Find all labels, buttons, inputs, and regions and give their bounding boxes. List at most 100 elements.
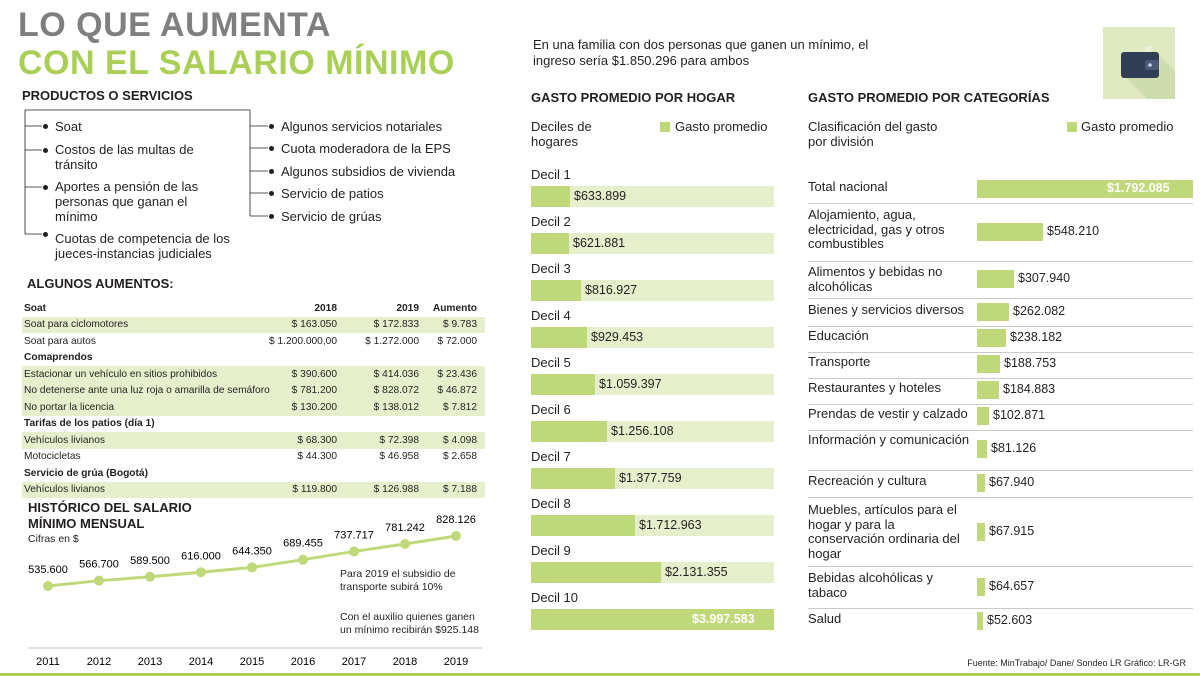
bullet-dot [269,146,274,151]
table-cell: $ 138.012 [373,401,419,413]
decil-label: Decil 1 [531,167,571,182]
categoria-bar [977,180,1193,198]
hogar-value-label: $633.899 [574,189,627,203]
row-divider [808,352,1193,353]
year-tick-label: 2018 [393,656,417,668]
row-divider [808,261,1193,262]
categoria-bar [977,407,989,425]
table-cell: $ 390.600 [291,368,337,380]
hogar-bar [531,327,587,348]
categoria-bar [977,270,1014,288]
salario-value-label: 781.242 [385,522,425,534]
legend-swatch [1067,122,1077,132]
salario-point [451,531,461,541]
categoria-label: Recreación y cultura [808,473,927,488]
hogar-value-label: $1.377.759 [619,471,682,485]
hogar-value-label: $1.256.108 [611,424,674,438]
categoria-bar [977,440,987,458]
table-cell: $ 2.658 [443,451,477,463]
bar-track [531,280,774,301]
table-row: Vehículos livianos $ 68.300 $ 72.398 $ 4.09… [22,432,485,449]
producto-right-1: Algunos servicios notariales [281,119,443,134]
salario-value-label: 589.500 [130,555,170,567]
table-cell: Vehículos livianos [24,484,105,496]
producto-right-3: Algunos subsidios de vivienda [281,164,456,179]
table-cell: No portar la licencia [24,401,115,413]
page-title-line2: CON EL SALARIO MÍNIMO [18,44,455,82]
historico-heading-2: MÍNIMO MENSUAL [28,516,145,531]
categoria-bar [977,303,1009,321]
hogar-bar [531,468,615,489]
table-row: Servicio de grúa (Bogotá) [22,465,485,482]
categoria-value-label: $1.792.085 [1107,181,1170,195]
table-cell: Soat para ciclomotores [24,319,129,331]
table-row: Vehículos livianos $ 119.800 $ 126.988 $ 7.… [22,481,485,498]
table-cell: $ 126.988 [373,484,419,496]
row-divider [808,404,1193,405]
categoria-value-label: $548.210 [1047,224,1100,238]
decil-label: Decil 6 [531,402,571,417]
hogar-value-label: $1.712.963 [639,518,702,532]
bullet-dot [269,124,274,129]
categoria-label: Prendas de vestir y calzado [808,406,968,421]
table-cell: $ 414.036 [373,368,419,380]
table-cell: Estacionar un vehículo en sitios prohibi… [24,368,218,380]
table-cell: $ 7.188 [443,484,477,496]
footer-source: Fuente: MinTrabajo/ Dane/ Sondeo LR Gráf… [967,658,1186,668]
producto-left-1: Soat [55,119,82,134]
bullet-dot [43,232,48,237]
decil-label: Decil 4 [531,308,571,323]
row-divider [808,203,1193,204]
salario-value-label: 737.717 [334,529,374,541]
producto-right-2: Cuota moderadora de la EPS [281,141,451,156]
categoria-bar [977,578,985,596]
salario-value-label: 689.455 [283,538,323,550]
categoria-bar [977,355,1000,373]
historico-note-1: Para 2019 el subsidio de transporte subi… [340,568,456,593]
decil-label: Decil 10 [531,590,578,605]
header-cell: Soat [24,302,47,314]
hogar-bar [531,186,570,207]
table-row: Motocicletas $ 44.300 $ 46.958 $ 2.658 [22,449,485,466]
decil-label: Decil 9 [531,543,571,558]
row-divider [808,497,1193,498]
salario-value-label: 644.350 [232,545,272,557]
year-tick-label: 2015 [240,656,264,668]
year-tick-label: 2011 [36,656,60,668]
categorias-subhead: Clasificación del gasto por división [808,119,938,149]
hogar-value-label: $929.453 [591,330,644,344]
salario-point [145,571,155,582]
salario-point [43,581,53,591]
historico-units: Cifras en $ [28,533,79,545]
wallet-icon [1103,27,1175,99]
table-cell: $ 1.200.000,00 [269,335,337,347]
header-cell: 2019 [396,302,419,314]
aumentos-heading: ALGUNOS AUMENTOS: [27,276,174,291]
header-cell: 2018 [314,302,337,314]
productos-heading: PRODUCTOS O SERVICIOS [22,88,193,103]
categoria-value-label: $64.657 [989,579,1035,593]
categoria-label: Educación [808,328,869,343]
hogar-value-label: $621.881 [573,236,626,250]
categoria-value-label: $67.915 [989,524,1035,538]
aumentos-table: Soat 2018 2019 Aumento Soat para ciclomo… [22,300,485,498]
categoria-bar [977,474,985,492]
hogar-subhead: Deciles de hogares [531,119,592,149]
categoria-bar [977,223,1043,241]
categoria-label: Transporte [808,354,871,369]
categoria-value-label: $307.940 [1018,271,1071,285]
categoria-value-label: $52.603 [987,613,1033,627]
table-row: Comaprendos [22,350,485,367]
categoria-label: Bebidas alcohólicas y tabaco [808,570,934,600]
salario-value-label: 566.700 [79,559,119,571]
salario-point [349,546,359,557]
bar-track [531,233,774,254]
categorias-legend-label: Gasto promedio [1081,119,1174,134]
hogar-value-label: $3.997.583 [692,612,755,626]
categoria-label: Bienes y servicios diversos [808,302,965,317]
row-divider [808,378,1193,379]
productos-connector-lines [24,109,268,235]
table-cell: $ 1.272.000 [365,335,419,347]
historico-heading-1: HISTÓRICO DEL SALARIO [28,500,192,515]
producto-right-4: Servicio de patios [281,186,384,201]
